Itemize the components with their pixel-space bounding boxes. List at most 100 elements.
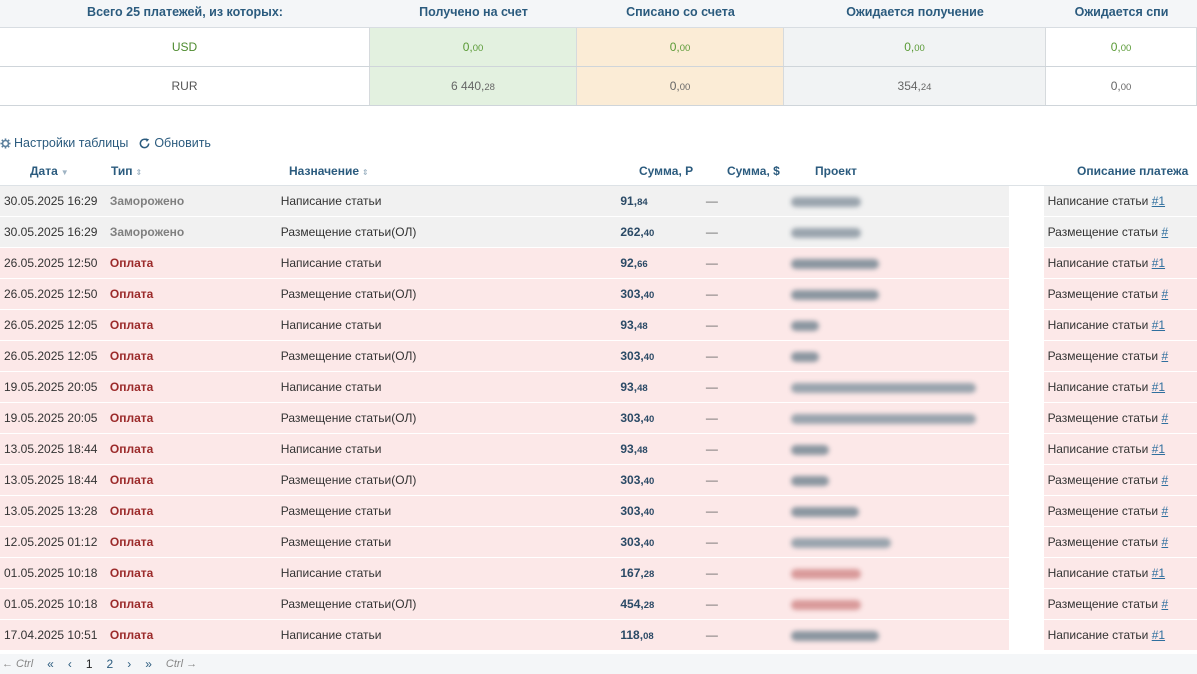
payment-link[interactable]: #1 [1151, 442, 1166, 456]
summary-row-usd: USD 0,00 0,00 0,00 0,00 [0, 28, 1197, 67]
cell-date: 26.05.2025 12:50 [4, 256, 98, 270]
payment-link[interactable]: # [1161, 473, 1169, 487]
expected-value: 354,24 [784, 67, 1046, 105]
cell-gap [1008, 372, 1044, 402]
payment-link[interactable]: #1 [1151, 256, 1166, 270]
refresh-button[interactable]: Обновить [138, 136, 211, 150]
table-settings-button[interactable]: Настройки таблицы [0, 136, 128, 150]
cell-description: Размещение статьи # [1043, 279, 1197, 309]
cell-type: Оплата [109, 535, 154, 549]
table-row[interactable]: 26.05.2025 12:50 Оплата Размещение статьи(… [0, 279, 1197, 310]
cell-amount-usd: — [705, 442, 718, 456]
redacted-project [791, 320, 820, 331]
table-row[interactable]: 30.05.2025 16:29 Заморожено Размещение ста… [0, 217, 1197, 248]
payment-link[interactable]: # [1161, 411, 1169, 425]
summary-col-expected: Ожидается получение [846, 5, 984, 19]
page-2-link[interactable]: 2 [106, 657, 114, 671]
payment-link[interactable]: #1 [1151, 628, 1166, 642]
summary-header: Всего 25 платежей, из которых: Получено … [0, 0, 1197, 28]
payment-link[interactable]: #1 [1151, 380, 1166, 394]
table-row[interactable]: 12.05.2025 01:12 Оплата Размещение статьи 3… [0, 527, 1197, 558]
table-row[interactable]: 26.05.2025 12:50 Оплата Написание статьи 92… [0, 248, 1197, 279]
payment-link[interactable]: # [1161, 287, 1169, 301]
cell-project[interactable] [787, 310, 1008, 340]
column-description[interactable]: Описание платежа [1077, 164, 1189, 178]
table-row[interactable]: 01.05.2025 10:18 Оплата Размещение статьи(… [0, 589, 1197, 620]
payments-table: Дата ▼ Тип ⇕ Назначение ⇕ Сумма, Р Сумма, $… [0, 157, 1197, 651]
table-row[interactable]: 13.05.2025 18:44 Оплата Написание статьи 93… [0, 434, 1197, 465]
cell-gap [1008, 341, 1044, 371]
cell-project[interactable] [787, 403, 1008, 433]
cell-purpose: Написание статьи [280, 566, 382, 580]
cell-purpose: Написание статьи [280, 194, 382, 208]
last-page-button[interactable]: » [145, 657, 152, 671]
payment-link[interactable]: #1 [1151, 318, 1166, 332]
cell-type: Заморожено [109, 194, 185, 208]
payment-link[interactable]: #1 [1151, 194, 1166, 208]
column-amount-rub[interactable]: Сумма, Р [639, 164, 694, 178]
cell-amount-rub: 303,40 [620, 349, 655, 363]
cell-project[interactable] [787, 217, 1008, 247]
column-amount-usd[interactable]: Сумма, $ [727, 164, 780, 178]
cell-description: Написание статьи #1 [1043, 186, 1197, 216]
cell-date: 26.05.2025 12:50 [4, 287, 98, 301]
payment-link[interactable]: # [1161, 225, 1169, 239]
cell-project[interactable] [787, 341, 1008, 371]
refresh-label: Обновить [154, 136, 211, 150]
page-1-link[interactable]: 1 [85, 657, 93, 671]
currency-label: RUR [0, 67, 370, 105]
cell-amount-usd: — [705, 473, 718, 487]
payment-link[interactable]: #1 [1151, 566, 1166, 580]
cell-amount-rub: 167,28 [620, 566, 655, 580]
first-page-button[interactable]: « [47, 657, 54, 671]
cell-project[interactable] [787, 465, 1008, 495]
cell-purpose: Написание статьи [280, 442, 382, 456]
sort-desc-icon: ▼ [60, 168, 69, 177]
column-type[interactable]: Тип ⇕ [111, 164, 143, 178]
payment-link[interactable]: # [1161, 597, 1169, 611]
cell-type: Оплата [109, 504, 154, 518]
cell-project[interactable] [787, 527, 1008, 557]
cell-amount-usd: — [705, 535, 718, 549]
cell-description: Написание статьи #1 [1043, 310, 1197, 340]
cell-project[interactable] [787, 248, 1008, 278]
next-page-button[interactable]: › [127, 657, 132, 671]
table-row[interactable]: 13.05.2025 18:44 Оплата Размещение статьи(… [0, 465, 1197, 496]
cell-project[interactable] [787, 620, 1008, 650]
cell-type: Оплата [109, 473, 154, 487]
cell-project[interactable] [787, 434, 1008, 464]
payment-link[interactable]: # [1161, 349, 1169, 363]
expected-value: 0,00 [784, 28, 1046, 66]
cell-amount-usd: — [705, 318, 718, 332]
cell-project[interactable] [787, 372, 1008, 402]
table-row[interactable]: 19.05.2025 20:05 Оплата Написание статьи 93… [0, 372, 1197, 403]
prev-page-button[interactable]: ‹ [67, 657, 72, 671]
table-row[interactable]: 26.05.2025 12:05 Оплата Написание статьи 93… [0, 310, 1197, 341]
column-purpose[interactable]: Назначение ⇕ [289, 164, 369, 178]
redacted-project [791, 537, 892, 548]
sort-icon: ⇕ [362, 168, 369, 177]
payment-link[interactable]: # [1161, 504, 1169, 518]
cell-project[interactable] [787, 279, 1008, 309]
table-row[interactable]: 01.05.2025 10:18 Оплата Написание статьи 16… [0, 558, 1197, 589]
cell-purpose: Написание статьи [280, 380, 382, 394]
cell-gap [1008, 403, 1044, 433]
cell-project[interactable] [787, 558, 1008, 588]
column-date[interactable]: Дата ▼ [30, 164, 69, 178]
table-row[interactable]: 13.05.2025 13:28 Оплата Размещение статьи 3… [0, 496, 1197, 527]
table-row[interactable]: 17.04.2025 10:51 Оплата Написание статьи 11… [0, 620, 1197, 651]
currency-label: USD [0, 28, 370, 66]
cell-amount-rub: 118,08 [620, 628, 654, 642]
cell-project[interactable] [787, 186, 1008, 216]
table-row[interactable]: 19.05.2025 20:05 Оплата Размещение статьи(… [0, 403, 1197, 434]
cell-project[interactable] [787, 589, 1008, 619]
payment-link[interactable]: # [1161, 535, 1169, 549]
expected-debit-value: 0,00 [1046, 67, 1197, 105]
table-row[interactable]: 26.05.2025 12:05 Оплата Размещение статьи(… [0, 341, 1197, 372]
cell-project[interactable] [787, 496, 1008, 526]
cell-date: 13.05.2025 18:44 [4, 442, 98, 456]
table-row[interactable]: 30.05.2025 16:29 Заморожено Написание стат… [0, 186, 1197, 217]
column-project[interactable]: Проект [815, 164, 857, 178]
table-header: Дата ▼ Тип ⇕ Назначение ⇕ Сумма, Р Сумма, $… [0, 157, 1197, 186]
cell-amount-usd: — [705, 349, 718, 363]
